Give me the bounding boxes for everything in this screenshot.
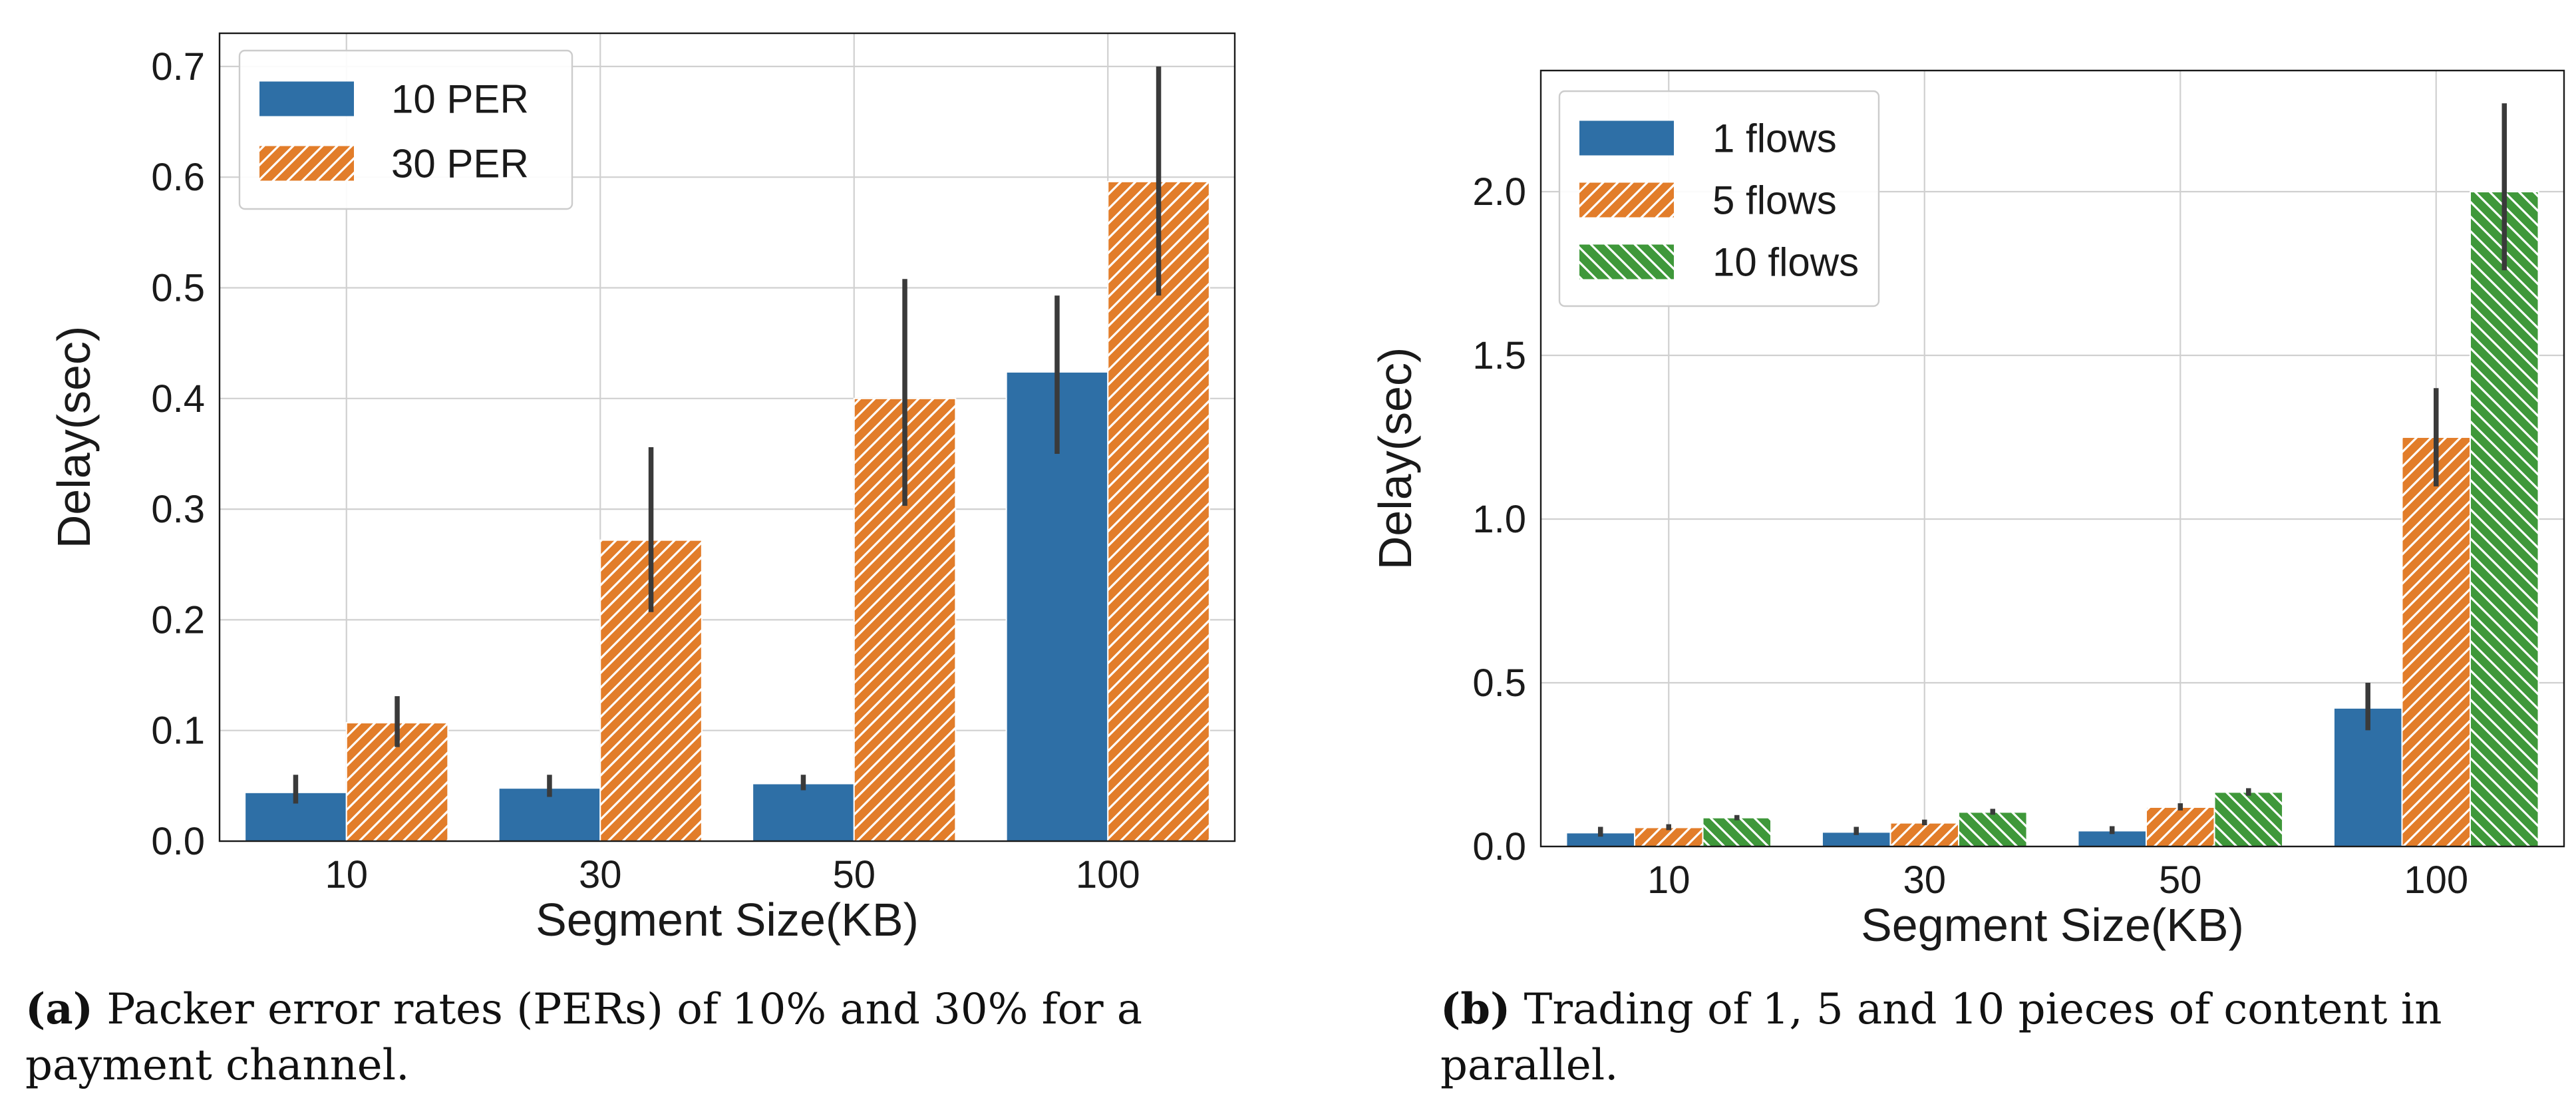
bar [1889,822,1960,848]
plot-frame [218,32,1236,842]
y-axis-label: Delay(sec) [1369,347,1421,570]
y-tick-label: 1.0 [1472,498,1526,541]
x-tick-label: 10 [325,853,368,896]
y-tick-label: 0.3 [151,488,205,531]
x-tick-label: 50 [832,853,876,896]
y-tick-label: 2.0 [1472,170,1526,214]
legend-swatch [259,81,354,116]
bar [2213,791,2284,848]
y-tick-label: 0.0 [151,820,205,863]
x-axis-label: Segment Size(KB) [1861,899,2244,951]
bar [2333,707,2403,847]
series-1-flows [1565,683,2403,848]
legend-label: 30 PER [391,142,529,186]
y-tick-label: 0.7 [151,45,205,89]
x-tick-label: 50 [2159,858,2202,902]
legend: 1 flows 5 flows 10 flows [1558,90,1880,307]
legend-swatch [259,146,354,181]
y-tick-label: 0.1 [151,709,205,753]
y-tick-label: 0.6 [151,156,205,199]
bar [2401,437,2472,847]
series-30-per [345,66,1210,842]
x-tick-label: 30 [579,853,622,896]
legend-swatch [1579,120,1674,156]
legend-swatch [1579,182,1674,218]
chart-b: 0.0 0.5 1.0 1.5 2.0 10 30 50 100 Segment Size(KB)… [1369,69,2565,951]
bar [2145,806,2215,848]
y-tick-label: 0.0 [1472,825,1526,868]
y-tick-label: 0.5 [151,266,205,309]
bar [2470,191,2539,847]
x-tick-label: 10 [1647,858,1690,902]
caption-a-text: Packer error rates (PERs) of 10% and 30%… [25,985,1143,1090]
legend-label: 10 flows [1712,240,1859,285]
legend-swatch [1579,244,1674,279]
bar [752,783,855,842]
bar [1958,811,2028,848]
bar [1702,817,1772,847]
y-tick-label: 0.5 [1472,661,1526,705]
series-5-flows [1633,388,2472,848]
plot-frame [1539,69,2565,848]
caption-a-label: (a) [25,984,94,1034]
y-tick-label: 0.2 [151,598,205,642]
legend-label: 10 PER [391,77,529,122]
x-tick-label: 100 [2404,858,2468,902]
x-tick-label: 100 [1076,853,1140,896]
caption-b-label: (b) [1440,984,1511,1034]
bar [1633,827,1704,847]
caption-a: (a) Packer error rates (PERs) of 10% and… [25,982,1276,1093]
y-tick-label: 1.5 [1472,334,1526,377]
x-axis-label: Segment Size(KB) [536,894,919,946]
y-tick-label: 0.4 [151,377,205,421]
legend: 10 PER 30 PER [238,49,573,210]
legend-label: 5 flows [1712,178,1837,223]
chart-a: 0.0 0.1 0.2 0.3 0.4 0.5 0.6 0.7 10 30 50 100 Segment… [48,32,1236,946]
caption-b: (b) Trading of 1, 5 and 10 pieces of con… [1440,982,2571,1093]
x-tick-label: 30 [1903,858,1946,902]
y-axis-label: Delay(sec) [48,326,100,549]
caption-b-text: Trading of 1, 5 and 10 pieces of content… [1440,985,2442,1090]
legend-label: 1 flows [1712,116,1837,161]
series-10-per [244,295,1109,842]
